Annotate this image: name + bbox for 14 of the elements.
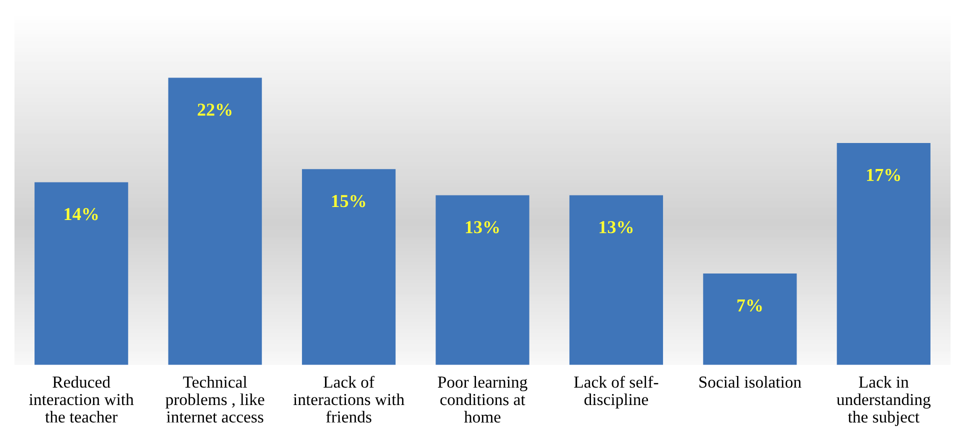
data-label: 7% [737,299,762,312]
data-label: 22% [198,104,232,116]
data-label: 13% [600,221,633,234]
x-tick-label: Poor learning conditions at home [438,376,528,423]
x-tick-label: Lack in understanding the subject [836,376,931,426]
x-tick-label: Lack of interactions with friends [293,376,404,423]
x-tick-label: Reduced interaction with the teacher [29,376,134,423]
data-label: 13% [466,221,499,234]
data-label: 17% [867,168,900,182]
x-tick-label: Lack of self- discipline [574,376,658,409]
data-label: 14% [64,208,98,220]
data-label: 15% [332,194,366,208]
x-tick-label: Technical problems , like internet access [166,376,264,423]
x-tick-label: Social isolation [699,376,802,388]
